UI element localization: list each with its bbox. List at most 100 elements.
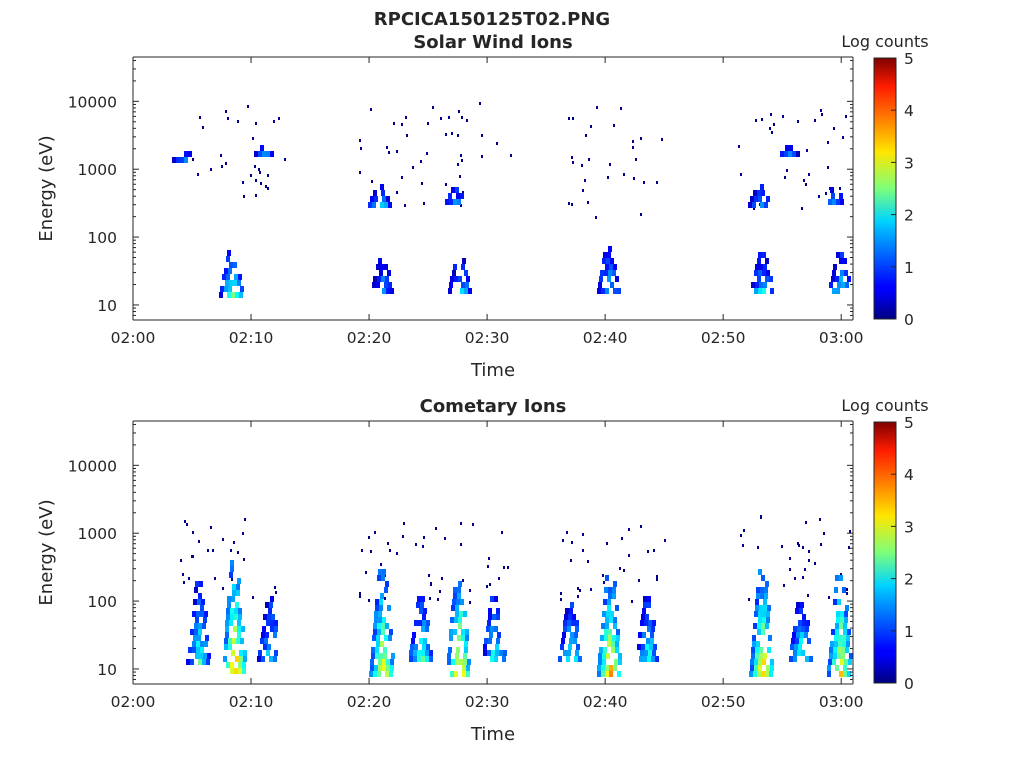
burst-cell	[608, 629, 612, 635]
scatter-cell	[846, 588, 848, 591]
burst-cell	[613, 264, 617, 270]
burst-cell	[201, 599, 205, 605]
burst-cell	[605, 671, 609, 677]
burst-cell	[839, 276, 843, 282]
burst-cell	[180, 157, 184, 163]
burst-cell	[458, 581, 462, 587]
scatter-cell	[231, 578, 233, 581]
scatter-cell	[359, 595, 361, 598]
burst-cell	[389, 629, 393, 635]
scatter-cell	[237, 120, 239, 123]
burst-cell	[647, 596, 651, 602]
burst-cell	[230, 662, 234, 668]
burst-cell	[831, 193, 835, 199]
burst-cell	[652, 620, 656, 626]
burst-cell	[837, 599, 841, 605]
scatter-cell	[387, 542, 389, 545]
burst-cell	[421, 626, 425, 632]
burst-cell	[809, 656, 813, 662]
burst-cell	[199, 581, 203, 587]
scatter-cell	[748, 598, 750, 601]
burst-cell	[760, 202, 764, 208]
burst-cell	[647, 626, 651, 632]
scatter-cell	[225, 162, 227, 165]
burst-cell	[829, 653, 833, 659]
burst-cell	[239, 650, 243, 656]
burst-cell	[766, 665, 770, 671]
burst-cell	[487, 620, 491, 626]
scatter-cell	[771, 131, 773, 134]
burst-cell	[484, 638, 488, 644]
burst-cell	[224, 268, 228, 274]
burst-cell	[205, 635, 209, 641]
scatter-cell	[566, 531, 568, 534]
burst-cell	[840, 199, 844, 205]
burst-cell	[761, 575, 765, 581]
burst-cell	[232, 590, 236, 596]
burst-cell	[195, 581, 199, 587]
scatter-cell	[460, 543, 462, 546]
burst-cell	[615, 605, 619, 611]
burst-cell	[755, 264, 759, 270]
burst-cell	[190, 659, 194, 665]
burst-cell	[234, 274, 238, 280]
burst-cell	[605, 288, 609, 294]
scatter-cell	[621, 537, 623, 540]
burst-cell	[370, 665, 374, 671]
burst-cell	[263, 614, 267, 620]
burst-cell	[611, 641, 615, 647]
burst-cell	[750, 659, 754, 665]
burst-cell	[374, 617, 378, 623]
burst-cell	[381, 623, 385, 629]
burst-cell	[829, 647, 833, 653]
burst-cell	[266, 151, 270, 157]
burst-cell	[378, 665, 382, 671]
scatter-cell	[818, 195, 820, 198]
scatter-cell	[568, 117, 570, 120]
burst-cell	[831, 629, 835, 635]
burst-cell	[225, 620, 229, 626]
burst-cell	[805, 626, 809, 632]
burst-cell	[795, 608, 799, 614]
scatter-cell	[386, 146, 388, 149]
burst-cell	[200, 647, 204, 653]
burst-cell	[828, 199, 832, 205]
burst-cell	[206, 659, 210, 665]
burst-cell	[389, 671, 393, 677]
scatter-cell	[254, 165, 256, 168]
scatter-cell	[247, 105, 249, 108]
burst-cell	[373, 671, 377, 677]
burst-cell	[236, 584, 240, 590]
burst-cell	[762, 252, 766, 258]
burst-cell	[597, 665, 601, 671]
burst-cell	[759, 282, 763, 288]
burst-cell	[843, 258, 847, 264]
burst-cell	[449, 282, 453, 288]
burst-cell	[192, 641, 196, 647]
burst-cell	[848, 659, 852, 665]
scatter-cell	[640, 213, 642, 216]
burst-cell	[832, 270, 836, 276]
burst-cell	[567, 650, 571, 656]
burst-cell	[599, 647, 603, 653]
burst-cell	[770, 659, 774, 665]
burst-cell	[748, 202, 752, 208]
scatter-cell	[225, 110, 227, 113]
scatter-cell	[770, 113, 772, 116]
scatter-cell	[389, 549, 391, 552]
burst-cell	[226, 274, 230, 280]
burst-cell	[653, 644, 657, 650]
scatter-cell	[782, 115, 784, 118]
burst-cell	[458, 276, 462, 282]
scatter-cell	[661, 138, 663, 141]
burst-cell	[563, 626, 567, 632]
burst-cell	[233, 280, 237, 286]
burst-cell	[798, 644, 802, 650]
burst-cell	[834, 587, 838, 593]
scatter-cell	[487, 565, 489, 568]
burst-cell	[391, 653, 395, 659]
burst-cell	[795, 638, 799, 644]
colorbar-tick-label: 2	[904, 207, 914, 225]
scatter-cell	[587, 560, 589, 563]
burst-cell	[270, 620, 274, 626]
